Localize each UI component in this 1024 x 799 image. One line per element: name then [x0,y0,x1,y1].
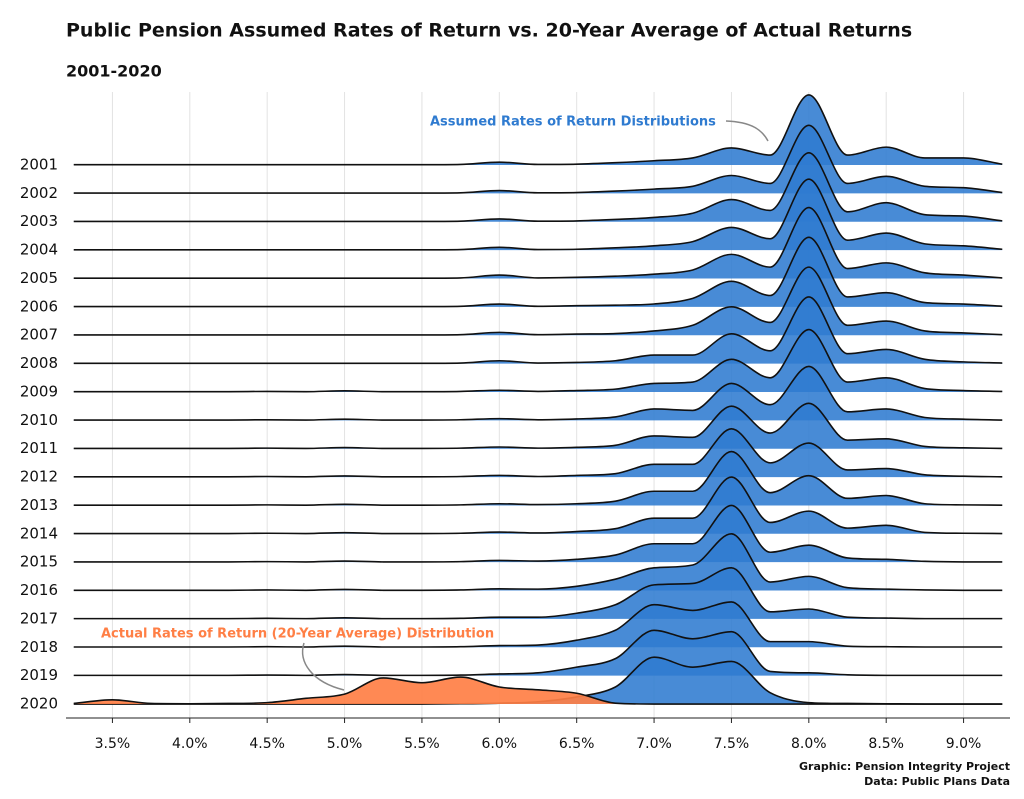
y-tick-label: 2019 [20,666,58,684]
ridge-line [73,567,1003,620]
x-tick-label: 4.5% [249,736,285,752]
ridge-area [73,567,1003,619]
y-tick-label: 2015 [20,553,58,571]
ridge-line [73,236,1003,308]
y-tick-label: 2009 [20,382,58,400]
ridge-line [73,601,1003,648]
ridge-line [73,476,1003,535]
ridge-line [73,504,1003,563]
annotation-connector [301,642,345,691]
annotation-connector [725,120,769,142]
y-tick-label: 2017 [20,609,58,627]
y-tick-label: 2003 [20,212,58,230]
y-tick-label: 2011 [20,439,58,457]
y-tick-label: 2014 [20,524,58,542]
x-tick-label: 5.0% [327,736,363,752]
ridge-line [73,94,1003,166]
x-tick-label: 7.0% [636,736,672,752]
ridge-area [73,366,1003,421]
axis: 3.5% 4.0% 4.5% 5.0% 5.5% 6.0% 6.5% 7.0% 7.5% 8.0%… [20,156,1010,752]
ridge-line [73,152,1003,223]
ridge-line [73,266,1003,336]
y-tick-label: 2005 [20,269,58,287]
ridge-line [73,450,1003,506]
x-tick-label: 7.5% [714,736,750,752]
ridge-area [73,403,1003,449]
credit: Graphic: Pension Integrity Project [799,760,1010,773]
x-tick-label: 8.0% [791,736,827,752]
y-tick-label: 2006 [20,297,58,315]
ridge-line [73,296,1003,365]
y-tick-label: 2018 [20,638,58,656]
ridge-area [73,267,1003,336]
ridge-line [73,676,1003,705]
y-tick-label: 2004 [20,241,58,259]
ridges [73,94,1003,705]
y-tick-label: 2013 [20,496,58,514]
ridge-area [73,296,1003,364]
y-tick-label: 2016 [20,581,58,599]
y-tick-label: 2008 [20,354,58,372]
y-tick-label: 2002 [20,184,58,202]
x-tick-label: 6.5% [559,736,595,752]
ridge-line [73,178,1003,251]
ridge-line [73,124,1003,194]
credit: Data: Public Plans Data [864,775,1010,788]
ridge-line [73,206,1003,279]
ridge-area [73,428,1003,478]
y-tick-label: 2020 [20,695,58,713]
x-tick-label: 3.5% [95,736,131,752]
ridge-line [73,328,1003,393]
y-tick-label: 2007 [20,326,58,344]
y-tick-label: 2001 [20,156,58,174]
ridge-area [73,329,1003,392]
ridge-line [73,402,1003,450]
series-annotation: Actual Rates of Return (20-Year Average)… [101,627,494,642]
x-tick-label: 6.0% [482,736,518,752]
chart-title: Public Pension Assumed Rates of Return v… [66,20,912,42]
ridge-line [73,365,1003,421]
ridge-line [73,428,1003,478]
x-tick-label: 9.0% [946,736,982,752]
ridge-area [73,94,1003,165]
ridge-line [73,533,1003,592]
y-tick-label: 2012 [20,468,58,486]
x-tick-label: 4.0% [172,736,208,752]
ridge-line [73,629,1003,677]
series-annotation: Assumed Rates of Return Distributions [430,115,716,130]
x-tick-label: 8.5% [868,736,904,752]
x-tick-label: 5.5% [404,736,440,752]
chart-subtitle: 2001-2020 [66,62,162,81]
y-tick-label: 2010 [20,411,58,429]
